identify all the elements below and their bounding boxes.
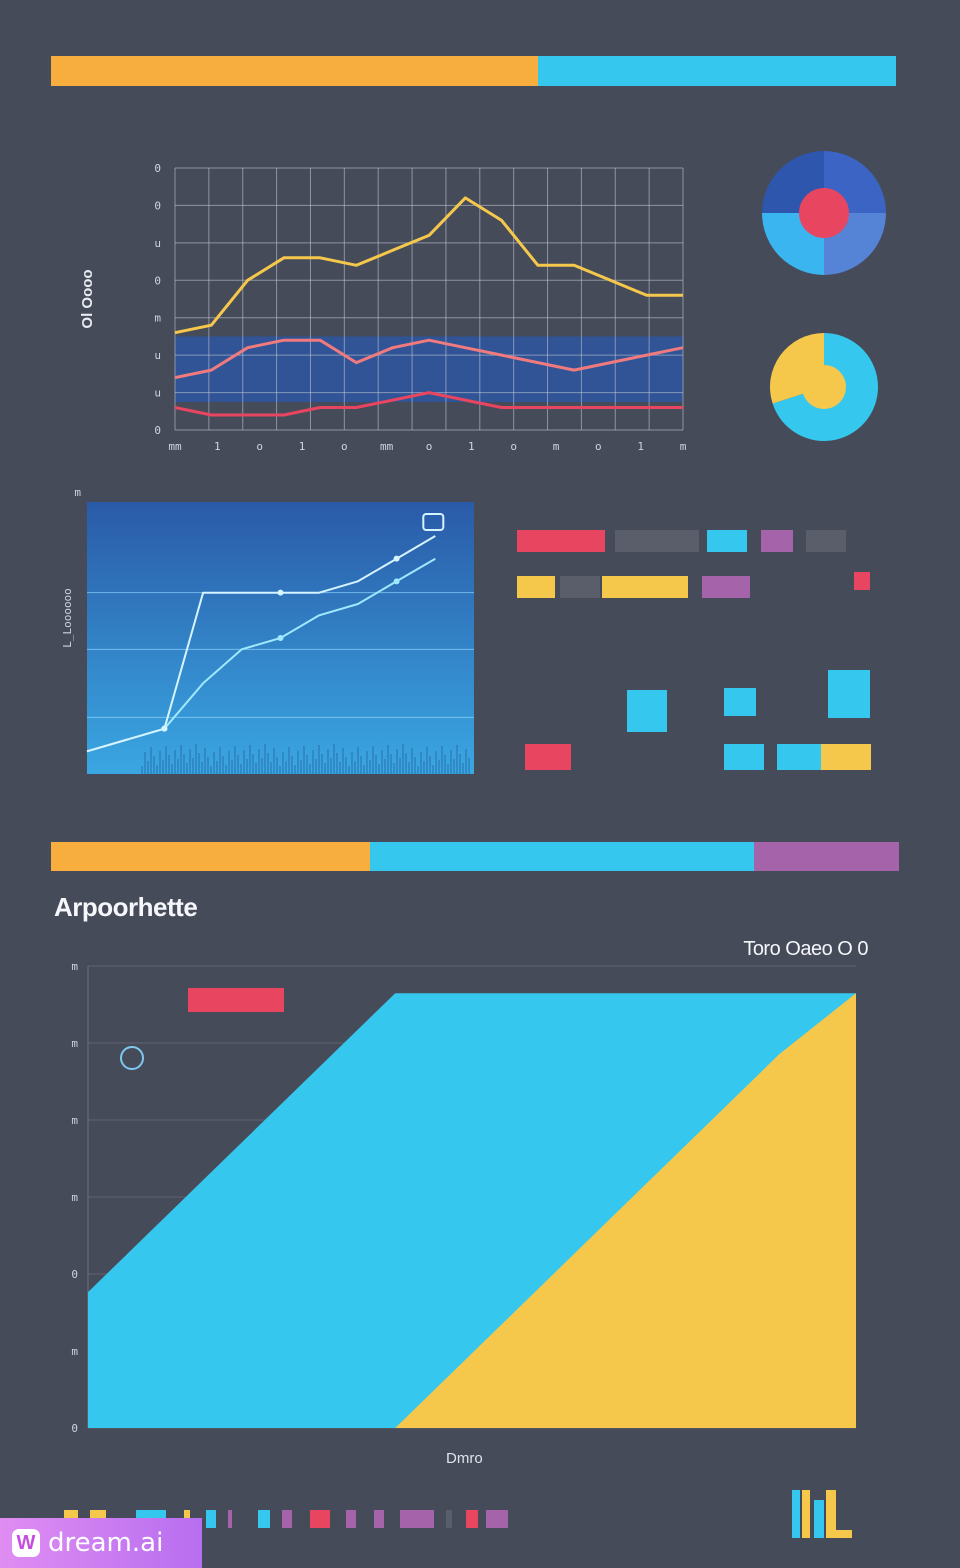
chart1-band bbox=[175, 336, 683, 402]
chart3-y-tick-label: m bbox=[71, 1037, 78, 1050]
chart3-y-tick-label: 0 bbox=[71, 1268, 78, 1281]
color-block bbox=[707, 530, 747, 552]
strip-block bbox=[466, 1510, 478, 1528]
mid-bar-segment-cyan bbox=[369, 842, 754, 871]
chart1-series-line-1 bbox=[174, 338, 684, 380]
strip-block bbox=[446, 1510, 452, 1528]
top-bar-segment-orange bbox=[51, 56, 538, 86]
chart3-y-tick-label: m bbox=[71, 1345, 78, 1358]
color-block bbox=[806, 530, 846, 552]
color-block bbox=[525, 744, 571, 770]
color-block bbox=[777, 744, 821, 770]
dream-ai-logo-icon: W bbox=[12, 1529, 40, 1557]
strip-block bbox=[228, 1510, 232, 1528]
chart3-area-1 bbox=[88, 993, 856, 1428]
top-bar-segment-cyan bbox=[537, 56, 896, 86]
line-chart-top: mm 1 o 1 o mm o 1 o m o 1 m 0 u u m 0 u 0 0 Ol Oooo bbox=[79, 162, 687, 453]
color-block bbox=[560, 576, 600, 598]
color-block bbox=[821, 744, 871, 770]
strip-block bbox=[374, 1510, 384, 1528]
chart3-y-tick-label: 0 bbox=[71, 1422, 78, 1435]
chart3-y-tick-label: m bbox=[71, 960, 78, 973]
color-block bbox=[724, 688, 756, 716]
chart1-y-tick-label: 0 bbox=[154, 274, 161, 287]
mid-progress-bar bbox=[51, 842, 899, 871]
watermark-text: dream.ai bbox=[48, 1528, 164, 1558]
color-block bbox=[517, 530, 605, 552]
chart2-y-axis-label: L_Loooooo bbox=[61, 588, 74, 648]
chart1-x-tick-label: 1 bbox=[214, 440, 221, 453]
chart1-y-tick-label: u bbox=[154, 387, 161, 400]
color-block bbox=[724, 744, 764, 770]
area-chart-legend: Toro Oaeo O 0 bbox=[743, 938, 868, 960]
chart1-x-tick-label: o bbox=[341, 440, 348, 453]
chart1-x-tick-label: o bbox=[256, 440, 263, 453]
pie-chart-blue bbox=[762, 151, 886, 275]
color-block bbox=[828, 670, 870, 718]
chart2-point bbox=[161, 725, 168, 732]
chart2-series-line-1 bbox=[86, 535, 436, 753]
mid-bar-segment-purple bbox=[753, 842, 899, 871]
chart1-x-tick-label: m bbox=[553, 440, 560, 453]
strip-block bbox=[258, 1510, 270, 1528]
chart1-y-tick-label: 0 bbox=[154, 162, 161, 175]
donut-chart-cyan bbox=[770, 333, 878, 441]
chart3-y-tick-label: m bbox=[71, 1114, 78, 1127]
area-chart-x-axis-label: Dmro bbox=[446, 1450, 483, 1467]
strip-block bbox=[486, 1510, 508, 1528]
top-progress-bar bbox=[51, 56, 896, 86]
strip-block bbox=[346, 1510, 356, 1528]
color-block bbox=[761, 530, 793, 552]
chart1-x-tick-label: m bbox=[680, 440, 687, 453]
chart1-x-tick-label: o bbox=[426, 440, 433, 453]
chart3-y-tick-label: m bbox=[71, 1191, 78, 1204]
color-block bbox=[702, 576, 750, 598]
chart1-x-tick-label: 1 bbox=[637, 440, 644, 453]
chart1-y-tick-label: 0 bbox=[154, 424, 161, 437]
dream-ai-watermark: W dream.ai bbox=[0, 1518, 202, 1568]
chart2-marker bbox=[422, 513, 445, 531]
chart1-y-tick-label: m bbox=[154, 312, 161, 325]
chart2-point bbox=[393, 578, 400, 585]
color-block bbox=[627, 690, 667, 732]
pie1-center bbox=[799, 188, 849, 238]
chart1-y-tick-label: 0 bbox=[154, 199, 161, 212]
chart2-point bbox=[393, 555, 400, 562]
color-block bbox=[602, 576, 688, 598]
color-blocks-panel bbox=[505, 520, 885, 780]
chart1-y-axis-label: Ol Oooo bbox=[79, 269, 96, 328]
chart1-x-tick-label: mm bbox=[168, 440, 182, 453]
color-block bbox=[615, 530, 699, 552]
mid-bar-segment-orange bbox=[51, 842, 370, 871]
strip-block bbox=[206, 1510, 216, 1528]
chart2-point bbox=[277, 589, 284, 596]
chart3-annotation-marker bbox=[120, 1046, 144, 1070]
chart1-series-line-0 bbox=[174, 196, 683, 335]
chart1-x-tick-label: o bbox=[595, 440, 602, 453]
area-chart-main: 0 m 0 m m m m bbox=[71, 960, 856, 1435]
chart1-x-tick-label: mm bbox=[380, 440, 394, 453]
chart2-y-top-label: m bbox=[74, 488, 81, 499]
bar-mini-icon bbox=[792, 1490, 852, 1538]
chart3-legend-swatch bbox=[188, 988, 284, 1012]
strip-block bbox=[400, 1510, 434, 1528]
color-block bbox=[854, 572, 870, 590]
chart1-x-tick-label: o bbox=[510, 440, 517, 453]
chart1-series-line-2 bbox=[174, 391, 683, 417]
line-chart-blue-panel: L_Loooooo m bbox=[61, 488, 474, 774]
chart2-point bbox=[277, 635, 284, 641]
chart1-x-tick-label: 1 bbox=[468, 440, 475, 453]
chart1-x-tick-label: 1 bbox=[299, 440, 306, 453]
color-block bbox=[517, 576, 555, 598]
chart1-y-tick-label: u bbox=[154, 349, 161, 362]
strip-block bbox=[310, 1510, 330, 1528]
area-chart-title: Arpoorhette bbox=[54, 892, 198, 922]
chart1-y-tick-label: u bbox=[154, 237, 161, 250]
pie2-center bbox=[802, 365, 846, 409]
strip-block bbox=[282, 1510, 292, 1528]
